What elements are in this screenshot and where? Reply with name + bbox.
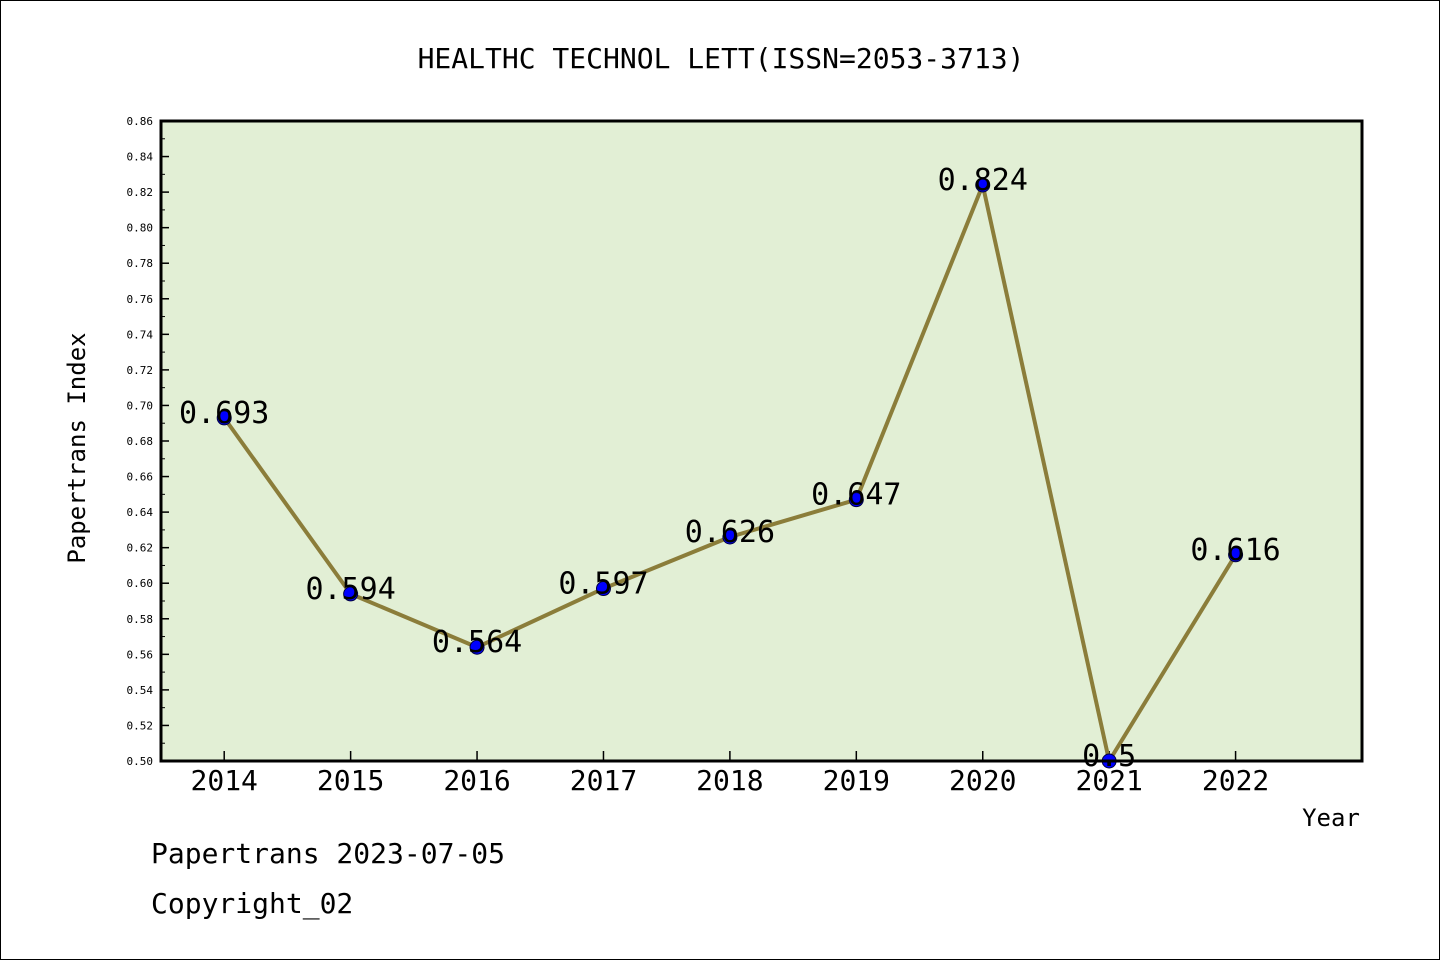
x-tick-label: 2021 <box>1075 764 1142 797</box>
x-tick-label: 2016 <box>443 764 510 797</box>
x-tick-label: 2018 <box>696 764 763 797</box>
y-tick-label: 0.72 <box>127 364 154 377</box>
data-label: 0.594 <box>305 572 395 607</box>
y-tick-label: 0.76 <box>127 293 154 306</box>
data-label: 0.626 <box>685 515 775 550</box>
data-point <box>975 177 991 193</box>
plot-border <box>159 119 1364 763</box>
x-tick-label: 2019 <box>823 764 890 797</box>
y-tick-label: 0.74 <box>127 328 154 341</box>
data-point <box>343 586 359 602</box>
y-tick-label: 0.86 <box>127 115 154 128</box>
x-tick-label: 2020 <box>949 764 1016 797</box>
y-tick-label: 0.54 <box>127 684 154 697</box>
y-tick-label: 0.64 <box>127 506 154 519</box>
x-tick-label: 2014 <box>190 764 257 797</box>
plot-area <box>161 121 1362 761</box>
y-tick-label: 0.56 <box>127 648 154 661</box>
data-label: 0.616 <box>1190 533 1280 568</box>
x-tick-label: 2017 <box>570 764 637 797</box>
y-tick-label: 0.68 <box>127 435 154 448</box>
y-tick-label: 0.60 <box>127 577 154 590</box>
footer-copyright: Copyright_02 <box>151 887 354 920</box>
y-tick-label: 0.58 <box>127 613 154 626</box>
y-axis-label: Papertrans Index <box>63 332 91 563</box>
y-tick-label: 0.62 <box>127 542 154 555</box>
y-tick-label: 0.82 <box>127 186 154 199</box>
y-axis-ticks: 0.50 0.52 0.54 0.56 0.58 0.60 0.62 0.64 0.66 0.68… <box>127 115 169 768</box>
data-point <box>848 492 864 508</box>
series-group <box>216 177 1244 769</box>
y-tick-label: 0.52 <box>127 719 154 732</box>
y-tick-label: 0.84 <box>127 151 154 164</box>
data-labels-group: 0.693 0.594 0.564 0.597 0.626 0.647 0.824 0.5 0.… <box>179 163 1281 774</box>
y-tick-label: 0.70 <box>127 399 154 412</box>
y-tick-label: 0.66 <box>127 471 154 484</box>
y-tick-label: 0.50 <box>127 755 154 768</box>
x-axis-label: Year <box>1302 804 1360 832</box>
data-point <box>595 581 611 597</box>
data-label: 0.5 <box>1082 739 1136 774</box>
x-axis-ticks: 2014 2015 2016 2017 2018 2019 2020 2021 2022 <box>190 751 1269 797</box>
data-label: 0.597 <box>558 567 648 602</box>
y-tick-label: 0.78 <box>127 257 154 270</box>
data-point <box>1228 547 1244 563</box>
footer-date: Papertrans 2023-07-05 <box>151 837 506 870</box>
data-point <box>469 639 485 655</box>
chart-title: HEALTHC TECHNOL LETT(ISSN=2053-3713) <box>418 42 1025 75</box>
data-label: 0.824 <box>938 163 1028 198</box>
data-point <box>722 529 738 545</box>
data-label: 0.647 <box>811 478 901 513</box>
x-tick-label: 2022 <box>1202 764 1269 797</box>
data-point <box>216 410 232 426</box>
data-label: 0.564 <box>432 625 522 660</box>
y-tick-label: 0.80 <box>127 222 154 235</box>
data-label: 0.693 <box>179 396 269 431</box>
x-tick-label: 2015 <box>317 764 384 797</box>
